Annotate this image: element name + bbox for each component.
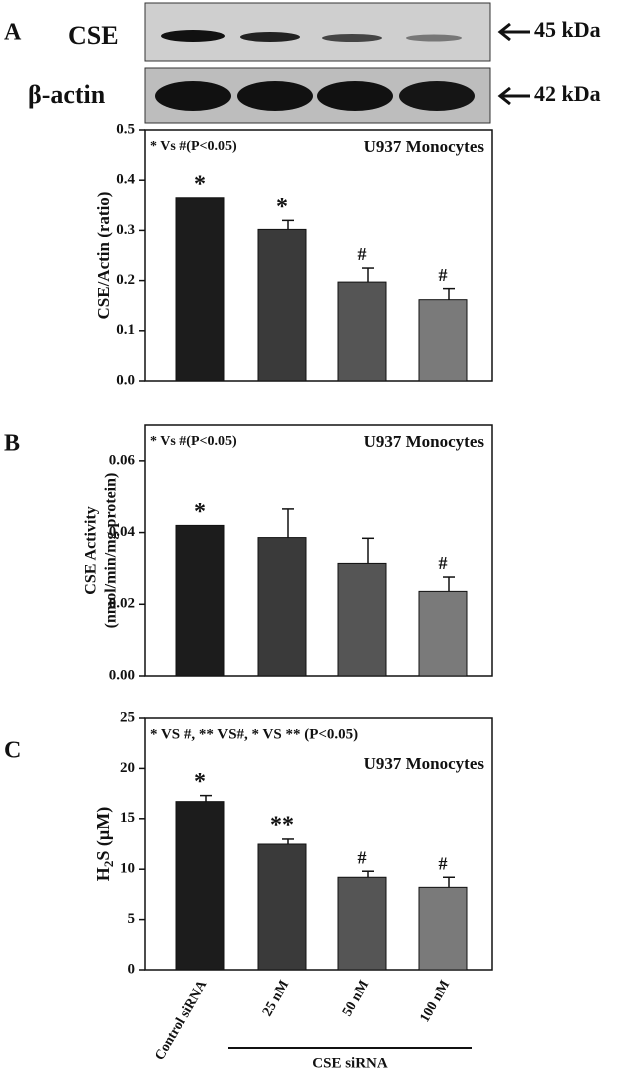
blot-cse	[144, 2, 491, 62]
blot-size: 42 kDa	[534, 81, 601, 106]
panel-label: C	[4, 738, 21, 764]
y-tick-label: 0.2	[116, 272, 135, 288]
panel-label: A	[4, 20, 22, 46]
y-axis-label: CSE Activity	[83, 506, 100, 594]
group-label: CSE siRNA	[312, 1055, 388, 1071]
y-tick-label: 10	[120, 861, 135, 877]
subtitle: U937 Monocytes	[364, 137, 485, 156]
bar	[418, 299, 468, 382]
y-axis-label-part: S (µM)	[93, 807, 114, 861]
y-tick-label: 0.5	[116, 121, 135, 137]
bar	[418, 886, 468, 971]
x-tick-label: 25 nM	[260, 978, 292, 1019]
bar	[175, 524, 225, 677]
y-axis-label-part: 2	[101, 861, 116, 868]
y-tick-label: 0.06	[109, 452, 136, 468]
significance-mark: #	[439, 853, 448, 873]
significance-mark: *	[194, 499, 206, 525]
x-tick-label: Control siRNA	[152, 977, 210, 1063]
y-tick-label: 20	[120, 760, 135, 776]
arrow	[497, 22, 530, 106]
plot-frame	[144, 129, 493, 382]
y-tick-label: 5	[128, 911, 136, 927]
significance-mark: #	[358, 847, 367, 867]
plot-frame	[144, 717, 493, 971]
panel-label: B	[4, 431, 20, 457]
bar	[175, 801, 225, 971]
note: * VS #, ** VS#, * VS ** (P<0.05)	[150, 726, 358, 742]
bar	[337, 876, 387, 971]
subtitle: U937 Monocytes	[364, 754, 485, 773]
blot-size: 45 kDa	[534, 17, 601, 42]
y-tick-label: 25	[120, 709, 135, 725]
y-tick-label: 0.04	[109, 524, 136, 540]
bar	[337, 562, 387, 677]
x-tick-label: 100 nM	[418, 978, 454, 1025]
significance-mark: #	[439, 553, 448, 573]
note: * Vs #(P<0.05)	[150, 434, 237, 449]
significance-mark: *	[276, 194, 288, 220]
significance-mark: #	[358, 244, 367, 264]
y-tick-label: 0.4	[116, 172, 135, 188]
bar	[175, 197, 225, 382]
significance-mark: *	[194, 769, 206, 795]
subtitle: U937 Monocytes	[364, 432, 485, 451]
significance-mark: #	[439, 265, 448, 285]
y-tick-label: 0.0	[116, 372, 135, 388]
y-tick-label: 0.3	[116, 222, 135, 238]
significance-mark: **	[270, 812, 294, 838]
bar	[257, 228, 307, 382]
blot-actin	[144, 67, 491, 124]
y-tick-label: 0	[128, 961, 136, 977]
y-tick-label: 0.00	[109, 667, 135, 683]
y-tick-label: 0.1	[116, 322, 135, 338]
x-tick-label: 50 nM	[340, 978, 372, 1019]
note: * Vs #(P<0.05)	[150, 139, 237, 154]
bar	[257, 843, 307, 971]
bar	[418, 590, 468, 677]
bar	[337, 281, 387, 382]
y-tick-label: 0.02	[109, 596, 135, 612]
blot-label: β-actin	[28, 80, 106, 109]
y-axis-label-part: H	[93, 867, 113, 881]
y-tick-label: 15	[120, 810, 135, 826]
plot-frame	[144, 424, 493, 677]
significance-mark: *	[194, 171, 206, 197]
y-axis-label: (nmol/min/mg protein)	[103, 473, 120, 629]
blot-label: CSE	[68, 21, 119, 50]
bar	[257, 537, 307, 677]
y-axis-label: H2S (µM)	[93, 807, 116, 881]
y-axis-label: CSE/Actin (ratio)	[94, 192, 113, 320]
